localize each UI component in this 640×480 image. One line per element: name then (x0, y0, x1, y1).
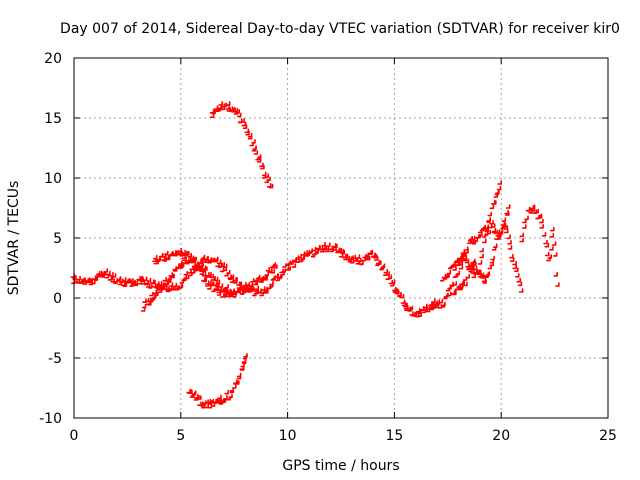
y-tick-label-4: 10 (44, 171, 62, 187)
tick-layer: 0 5 10 15 20 25 -10 -5 0 5 10 15 20 (39, 51, 617, 444)
chart-title: Day 007 of 2014, Sidereal Day-to-day VTE… (60, 21, 620, 37)
grid-layer (74, 58, 608, 418)
series-lower-arc (186, 353, 248, 409)
y-tick-label-3: 5 (53, 231, 62, 247)
x-tick-label-0: 0 (70, 428, 79, 444)
x-tick-label-4: 20 (492, 428, 510, 444)
series-layer (70, 101, 560, 409)
series-main-track (70, 241, 438, 318)
x-tick-label-1: 5 (176, 428, 185, 444)
y-axis-label: SDTVAR / TECUs (6, 181, 22, 296)
y-tick-label-2: 0 (53, 291, 62, 307)
x-tick-label-5: 25 (599, 428, 617, 444)
x-tick-label-3: 15 (385, 428, 403, 444)
series-upper-arc (209, 101, 274, 189)
y-tick-label-6: 20 (44, 51, 62, 67)
x-axis-label: GPS time / hours (282, 458, 399, 474)
y-tick-label-5: 15 (44, 111, 62, 127)
series-evening-track-c (450, 204, 511, 296)
series-upper-track (152, 247, 236, 296)
x-tick-label-2: 10 (279, 428, 297, 444)
series-evening-track-a (429, 180, 503, 311)
y-tick-label-1: -5 (48, 351, 62, 367)
series-late-track (519, 204, 560, 287)
y-tick-label-0: -10 (39, 411, 62, 427)
